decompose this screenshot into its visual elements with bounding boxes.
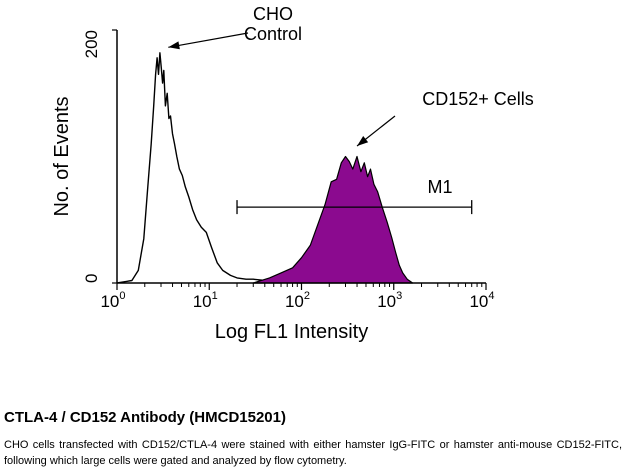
y-tick-label: 200	[82, 30, 101, 58]
series-layer	[116, 52, 414, 284]
gate-m1: M1	[236, 177, 473, 215]
caption-title: CTLA-4 / CD152 Antibody (HMCD15201)	[4, 409, 286, 426]
annotation-label: CD152+ Cells	[422, 89, 534, 109]
y-axis-label: No. of Events	[51, 96, 73, 216]
y-tick-label: 0	[82, 274, 101, 283]
annotation-arrow-head	[168, 41, 180, 50]
annotation-arrow-shaft	[168, 32, 249, 48]
series-1-filled-histogram	[252, 155, 414, 284]
annotation-layer: CHO Control CD152+ Cells	[168, 4, 534, 147]
series-0-outline-histogram	[116, 52, 302, 284]
caption-body: CHO cells transfected with CD152/CTLA-4 …	[4, 439, 622, 467]
annotation-arrow-head	[357, 136, 369, 146]
gate-label: M1	[427, 177, 452, 197]
x-tick-label: 104	[469, 290, 494, 311]
x-axis-label: Log FL1 Intensity	[215, 321, 368, 343]
annotation-label: CHO Control	[244, 4, 302, 44]
axis-labels-layer: 100 101 102 103 104 0 200 Log FL1 Intensity No. …	[51, 30, 495, 343]
axes-layer	[112, 29, 487, 290]
x-tick-label: 101	[193, 290, 218, 311]
x-tick-label: 100	[100, 290, 125, 311]
x-tick-label: 102	[285, 290, 310, 311]
x-tick-label: 103	[377, 290, 402, 311]
